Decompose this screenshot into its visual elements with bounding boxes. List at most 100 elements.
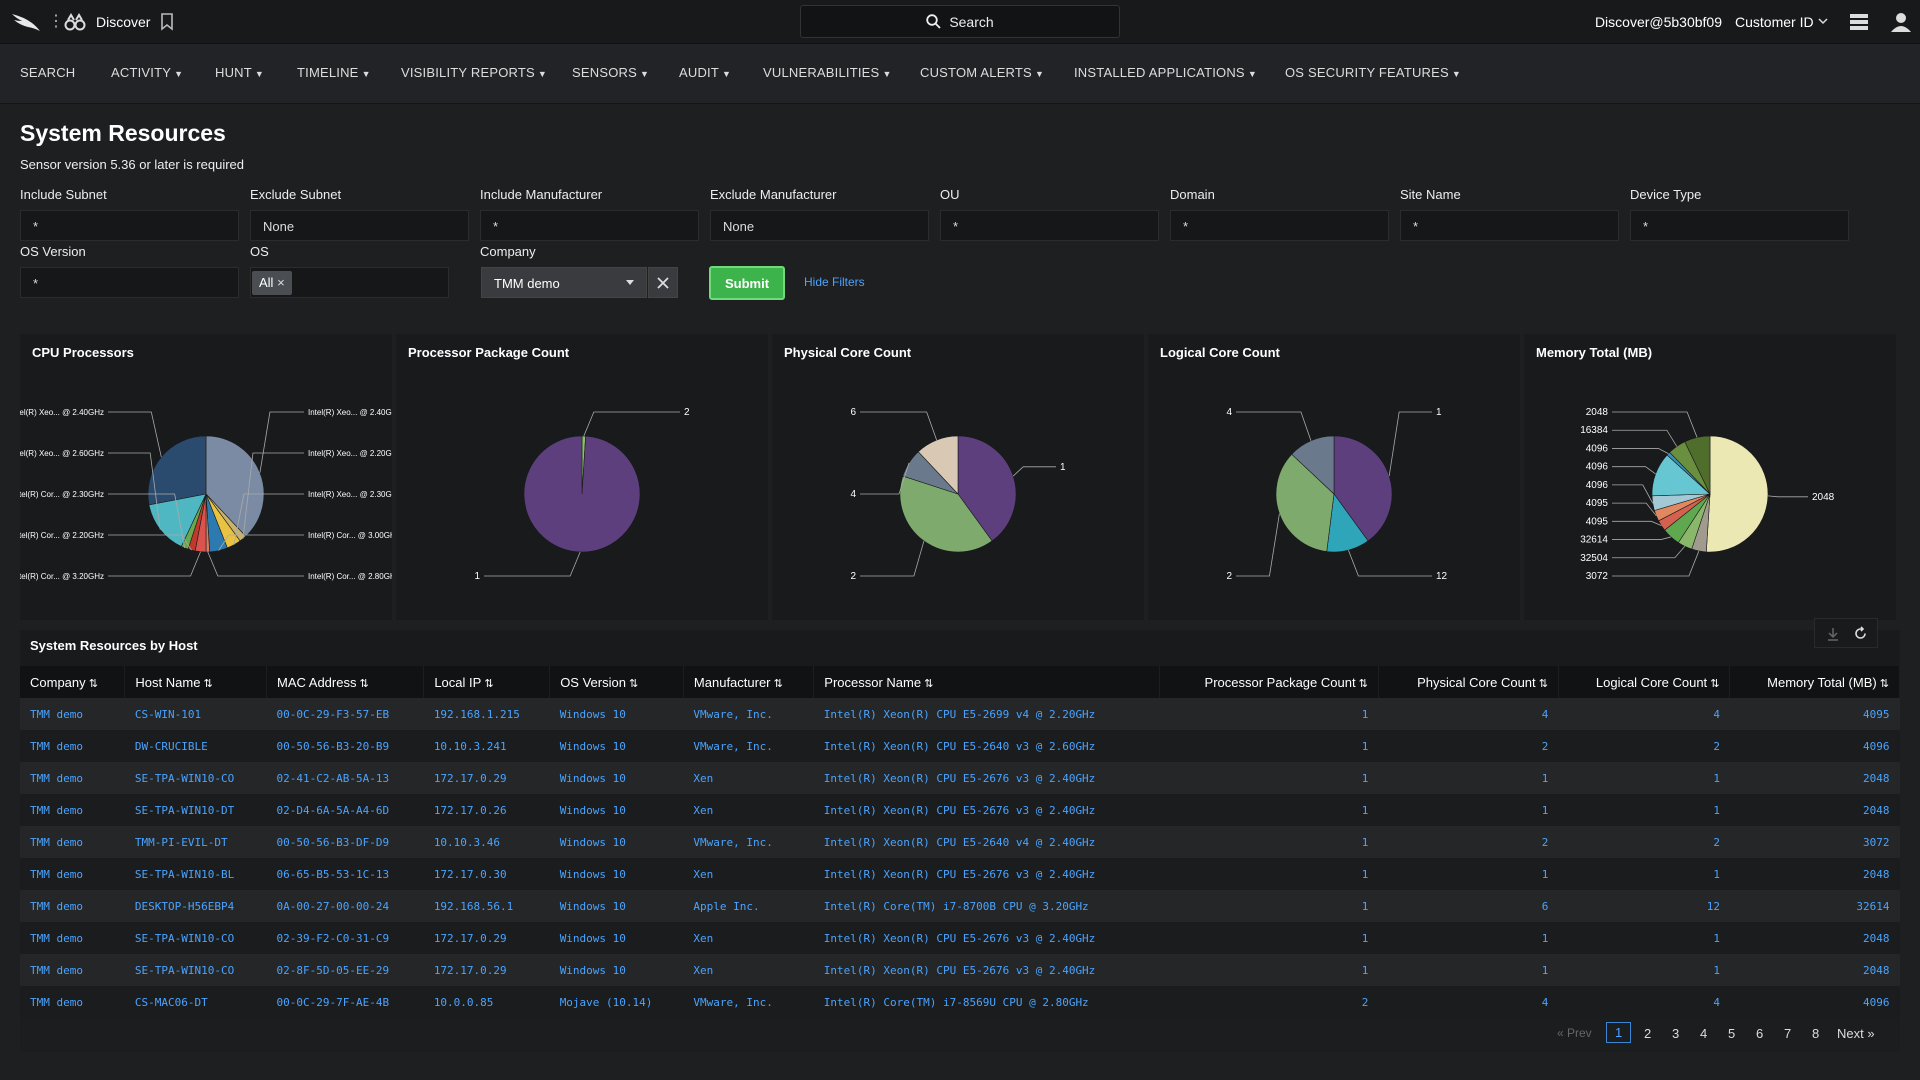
user-account[interactable]: Discover@5b30bf09 bbox=[1594, 14, 1722, 30]
table-cell-link[interactable]: VMware, Inc. bbox=[683, 730, 814, 762]
table-cell-link[interactable]: 2048 bbox=[1729, 954, 1900, 986]
table-cell-link[interactable]: 1 bbox=[1378, 794, 1559, 826]
pie-slice[interactable] bbox=[1705, 435, 1769, 553]
table-cell-link[interactable]: 4095 bbox=[1729, 698, 1900, 730]
column-header[interactable]: Logical Core Count ⇅ bbox=[1558, 666, 1731, 698]
table-cell-link[interactable]: Windows 10 bbox=[549, 794, 684, 826]
table-cell-link[interactable]: 2 bbox=[1378, 826, 1559, 858]
column-header[interactable]: Processor Name ⇅ bbox=[813, 666, 1161, 698]
table-cell-link[interactable]: CS-MAC06-DT bbox=[124, 986, 267, 1018]
table-cell-link[interactable]: Intel(R) Xeon(R) CPU E5-2676 v3 @ 2.40GH… bbox=[813, 858, 1160, 890]
table-cell-link[interactable]: 1 bbox=[1159, 762, 1379, 794]
table-cell-link[interactable]: 192.168.1.215 bbox=[423, 698, 550, 730]
nav-visibility-reports[interactable]: VISIBILITY REPORTS ▼ bbox=[401, 65, 547, 80]
page-link-7[interactable]: 7 bbox=[1784, 1026, 1792, 1041]
table-cell-link[interactable]: Intel(R) Core(TM) i7-8569U CPU @ 2.80GHz bbox=[813, 986, 1160, 1018]
table-cell-link[interactable]: 00-50-56-B3-DF-D9 bbox=[266, 826, 424, 858]
pie-slice[interactable] bbox=[523, 435, 641, 553]
pie-slice[interactable] bbox=[1684, 435, 1711, 495]
table-cell-link[interactable]: Xen bbox=[683, 794, 814, 826]
table-cell-link[interactable]: 1 bbox=[1558, 858, 1730, 890]
table-cell-link[interactable]: 2 bbox=[1159, 986, 1379, 1018]
column-header[interactable]: Processor Package Count ⇅ bbox=[1159, 666, 1379, 698]
table-cell-link[interactable]: 10.0.0.85 bbox=[423, 986, 550, 1018]
table-cell-link[interactable]: 2048 bbox=[1729, 922, 1900, 954]
nav-os-security-features[interactable]: OS SECURITY FEATURES ▼ bbox=[1285, 65, 1461, 80]
table-cell-link[interactable]: Intel(R) Xeon(R) CPU E5-2640 v4 @ 2.40GH… bbox=[813, 826, 1160, 858]
exclude-manufacturer-input[interactable]: None bbox=[710, 210, 929, 241]
table-cell-link[interactable]: 4 bbox=[1378, 698, 1559, 730]
exclude-subnet-input[interactable]: None bbox=[250, 210, 469, 241]
chip-remove-icon[interactable]: × bbox=[277, 275, 285, 290]
table-cell-link[interactable]: Windows 10 bbox=[549, 826, 684, 858]
sort-icon[interactable]: ⇅ bbox=[356, 677, 369, 690]
table-cell-link[interactable]: 2048 bbox=[1729, 858, 1900, 890]
table-cell-link[interactable]: 02-D4-6A-5A-A4-6D bbox=[266, 794, 424, 826]
table-cell-link[interactable]: Windows 10 bbox=[549, 890, 684, 922]
nav-sensors[interactable]: SENSORS ▼ bbox=[572, 65, 649, 80]
table-cell-link[interactable]: Windows 10 bbox=[549, 954, 684, 986]
sort-icon[interactable]: ⇅ bbox=[625, 677, 639, 690]
falcon-logo-icon[interactable] bbox=[10, 11, 42, 33]
table-cell-link[interactable]: Intel(R) Xeon(R) CPU E5-2640 v3 @ 2.60GH… bbox=[813, 730, 1160, 762]
refresh-icon[interactable] bbox=[1853, 626, 1868, 641]
sort-icon[interactable]: ⇅ bbox=[921, 677, 934, 690]
table-cell-link[interactable]: Xen bbox=[683, 922, 814, 954]
table-cell-link[interactable]: 172.17.0.26 bbox=[423, 794, 550, 826]
next-page-link[interactable]: Next » bbox=[1837, 1026, 1875, 1041]
column-header[interactable]: Company ⇅ bbox=[20, 666, 126, 698]
table-cell-link[interactable]: Intel(R) Xeon(R) CPU E5-2676 v3 @ 2.40GH… bbox=[813, 794, 1160, 826]
table-cell-link[interactable]: 172.17.0.30 bbox=[423, 858, 550, 890]
table-cell-link[interactable]: DW-CRUCIBLE bbox=[124, 730, 267, 762]
pie-slice[interactable] bbox=[147, 435, 207, 506]
nav-installed-applications[interactable]: INSTALLED APPLICATIONS ▼ bbox=[1074, 65, 1257, 80]
nav-search[interactable]: SEARCH bbox=[20, 65, 75, 80]
table-cell-link[interactable]: TMM demo bbox=[20, 922, 125, 954]
table-cell-link[interactable]: 2 bbox=[1558, 730, 1730, 762]
table-cell-link[interactable]: Windows 10 bbox=[549, 698, 684, 730]
table-cell-link[interactable]: SE-TPA-WIN10-CO bbox=[124, 954, 267, 986]
sort-icon[interactable]: ⇅ bbox=[200, 677, 213, 690]
table-cell-link[interactable]: 06-65-B5-53-1C-13 bbox=[266, 858, 424, 890]
table-cell-link[interactable]: SE-TPA-WIN10-CO bbox=[124, 922, 267, 954]
table-cell-link[interactable]: CS-WIN-101 bbox=[124, 698, 267, 730]
sort-icon[interactable]: ⇅ bbox=[1876, 677, 1889, 690]
table-cell-link[interactable]: Windows 10 bbox=[549, 922, 684, 954]
table-cell-link[interactable]: 02-39-F2-C0-31-C9 bbox=[266, 922, 424, 954]
sort-icon[interactable]: ⇅ bbox=[481, 677, 494, 690]
table-cell-link[interactable]: 32614 bbox=[1729, 890, 1900, 922]
table-cell-link[interactable]: TMM demo bbox=[20, 890, 125, 922]
user-profile-icon[interactable] bbox=[1890, 11, 1912, 33]
page-link-4[interactable]: 4 bbox=[1700, 1026, 1708, 1041]
column-header[interactable]: Physical Core Count ⇅ bbox=[1378, 666, 1559, 698]
os-version-input[interactable]: * bbox=[20, 267, 239, 298]
include-manufacturer-input[interactable]: * bbox=[480, 210, 699, 241]
table-cell-link[interactable]: Apple Inc. bbox=[683, 890, 814, 922]
table-cell-link[interactable]: 00-0C-29-F3-57-EB bbox=[266, 698, 424, 730]
table-cell-link[interactable]: 1 bbox=[1159, 858, 1379, 890]
site-name-input[interactable]: * bbox=[1400, 210, 1619, 241]
table-cell-link[interactable]: Xen bbox=[683, 954, 814, 986]
page-link-6[interactable]: 6 bbox=[1756, 1026, 1764, 1041]
table-cell-link[interactable]: VMware, Inc. bbox=[683, 986, 814, 1018]
pie-slice[interactable] bbox=[957, 435, 1017, 542]
ou-input[interactable]: * bbox=[940, 210, 1159, 241]
company-select[interactable]: TMM demo bbox=[481, 267, 647, 298]
bookmark-icon[interactable] bbox=[160, 13, 174, 31]
table-cell-link[interactable]: 172.17.0.29 bbox=[423, 954, 550, 986]
table-cell-link[interactable]: 10.10.3.241 bbox=[423, 730, 550, 762]
table-cell-link[interactable]: TMM demo bbox=[20, 858, 125, 890]
table-cell-link[interactable]: 02-41-C2-AB-5A-13 bbox=[266, 762, 424, 794]
table-cell-link[interactable]: 0A-00-27-00-00-24 bbox=[266, 890, 424, 922]
sort-icon[interactable]: ⇅ bbox=[1355, 677, 1368, 690]
table-cell-link[interactable]: 172.17.0.29 bbox=[423, 762, 550, 794]
chevron-down-icon[interactable] bbox=[1818, 17, 1828, 25]
table-cell-link[interactable]: TMM demo bbox=[20, 986, 125, 1018]
table-cell-link[interactable]: Intel(R) Xeon(R) CPU E5-2699 v4 @ 2.20GH… bbox=[813, 698, 1160, 730]
table-cell-link[interactable]: 1 bbox=[1378, 954, 1559, 986]
caret-down-icon[interactable] bbox=[626, 280, 634, 285]
server-stack-icon[interactable] bbox=[1849, 12, 1869, 32]
column-header[interactable]: OS Version ⇅ bbox=[549, 666, 684, 698]
table-cell-link[interactable]: 1 bbox=[1558, 794, 1730, 826]
table-cell-link[interactable]: 1 bbox=[1159, 794, 1379, 826]
